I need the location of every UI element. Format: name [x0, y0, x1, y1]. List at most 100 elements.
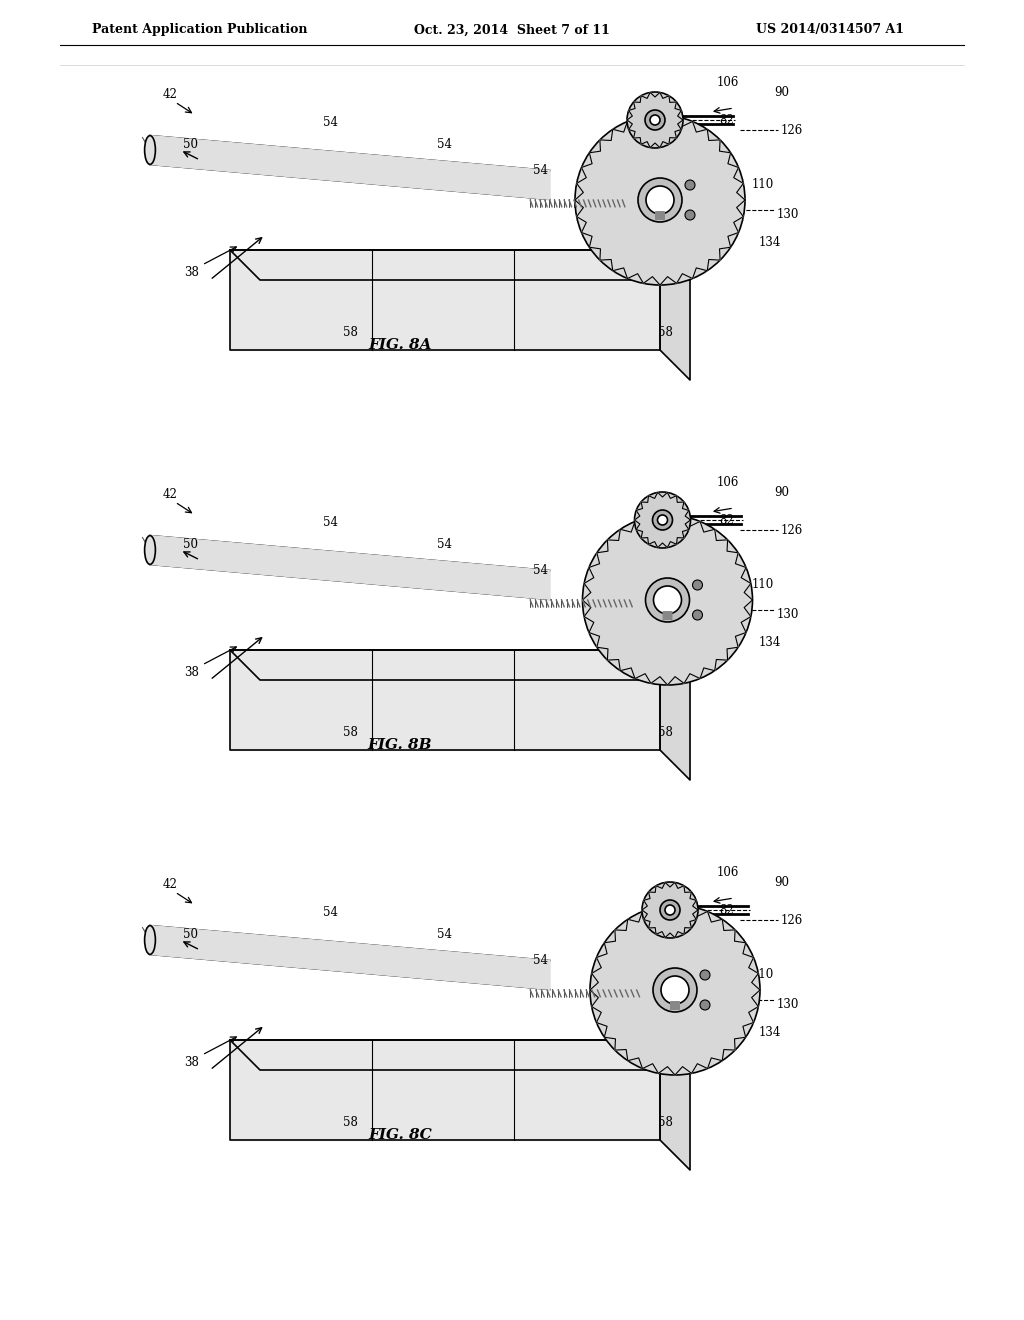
Polygon shape [598, 599, 601, 607]
Polygon shape [230, 649, 690, 680]
Text: Patent Application Publication: Patent Application Publication [92, 24, 308, 37]
Polygon shape [620, 990, 623, 998]
Polygon shape [554, 199, 557, 207]
Text: 54: 54 [323, 516, 338, 528]
Circle shape [652, 510, 673, 531]
Text: 58: 58 [343, 326, 357, 338]
Circle shape [692, 610, 702, 620]
Text: 54: 54 [323, 906, 338, 919]
Circle shape [627, 92, 683, 148]
Polygon shape [540, 199, 543, 207]
Polygon shape [598, 199, 601, 207]
Text: 90: 90 [774, 486, 790, 499]
Text: 38: 38 [184, 665, 200, 678]
Circle shape [635, 492, 690, 548]
Circle shape [685, 210, 695, 220]
Text: Oct. 23, 2014  Sheet 7 of 11: Oct. 23, 2014 Sheet 7 of 11 [414, 24, 610, 37]
Circle shape [645, 578, 689, 622]
Circle shape [700, 970, 710, 979]
Text: 86: 86 [681, 1022, 695, 1035]
Polygon shape [536, 990, 539, 998]
Text: 110: 110 [752, 178, 774, 191]
Polygon shape [561, 599, 564, 607]
Polygon shape [559, 199, 562, 207]
Polygon shape [627, 92, 683, 148]
Circle shape [650, 115, 660, 125]
Text: FIG. 8C: FIG. 8C [368, 1129, 432, 1142]
Polygon shape [608, 990, 611, 998]
Polygon shape [556, 599, 559, 607]
Polygon shape [569, 990, 572, 998]
Text: 54: 54 [323, 116, 338, 128]
Polygon shape [530, 990, 534, 998]
Polygon shape [578, 599, 581, 607]
Circle shape [645, 110, 665, 129]
Polygon shape [545, 199, 548, 207]
Polygon shape [588, 599, 591, 607]
Polygon shape [635, 492, 690, 548]
Text: 126: 126 [781, 913, 803, 927]
Text: 110: 110 [752, 578, 774, 591]
Polygon shape [542, 990, 545, 998]
FancyBboxPatch shape [671, 1002, 679, 1010]
Polygon shape [608, 599, 611, 607]
Circle shape [653, 968, 697, 1012]
Text: 86: 86 [681, 631, 695, 644]
Polygon shape [584, 199, 587, 207]
Polygon shape [660, 249, 690, 380]
Text: 38: 38 [184, 265, 200, 279]
Text: 54: 54 [532, 953, 548, 966]
Circle shape [575, 115, 745, 285]
Polygon shape [607, 199, 610, 207]
Polygon shape [552, 990, 556, 998]
Text: 50: 50 [182, 928, 198, 941]
Text: 42: 42 [163, 879, 177, 891]
Polygon shape [550, 199, 552, 207]
Text: 86: 86 [681, 231, 695, 244]
Polygon shape [590, 906, 760, 1074]
Circle shape [638, 178, 682, 222]
Text: 54: 54 [437, 928, 453, 941]
Text: 54: 54 [437, 139, 453, 152]
Text: 54: 54 [437, 539, 453, 552]
Text: 110: 110 [752, 969, 774, 982]
Text: 42: 42 [163, 88, 177, 102]
Polygon shape [583, 515, 753, 685]
Text: 58: 58 [657, 1115, 673, 1129]
Text: 134: 134 [759, 235, 781, 248]
Text: 106: 106 [717, 75, 739, 88]
Polygon shape [230, 649, 660, 750]
Text: 130: 130 [777, 209, 799, 222]
Polygon shape [150, 536, 550, 599]
Polygon shape [588, 199, 591, 207]
Polygon shape [579, 199, 582, 207]
Text: 82: 82 [720, 903, 734, 916]
Polygon shape [230, 1040, 660, 1140]
Text: US 2014/0314507 A1: US 2014/0314507 A1 [756, 24, 904, 37]
Circle shape [646, 186, 674, 214]
Text: 90: 90 [774, 86, 790, 99]
Polygon shape [574, 990, 579, 998]
Text: 58: 58 [657, 726, 673, 738]
Text: 126: 126 [781, 524, 803, 536]
Text: 50: 50 [182, 539, 198, 552]
Text: 42: 42 [163, 488, 177, 502]
Text: 126: 126 [781, 124, 803, 136]
Polygon shape [150, 136, 550, 199]
Polygon shape [592, 990, 595, 998]
Polygon shape [230, 249, 660, 350]
Ellipse shape [144, 536, 156, 565]
Polygon shape [597, 990, 600, 998]
Polygon shape [612, 199, 615, 207]
Text: 50: 50 [182, 139, 198, 152]
Polygon shape [230, 249, 690, 280]
Circle shape [657, 515, 668, 525]
Polygon shape [150, 925, 550, 990]
FancyBboxPatch shape [655, 211, 665, 219]
Circle shape [662, 975, 689, 1005]
Polygon shape [593, 199, 596, 207]
Text: 38: 38 [184, 1056, 200, 1068]
Polygon shape [563, 990, 567, 998]
Polygon shape [642, 883, 698, 937]
Polygon shape [566, 599, 569, 607]
